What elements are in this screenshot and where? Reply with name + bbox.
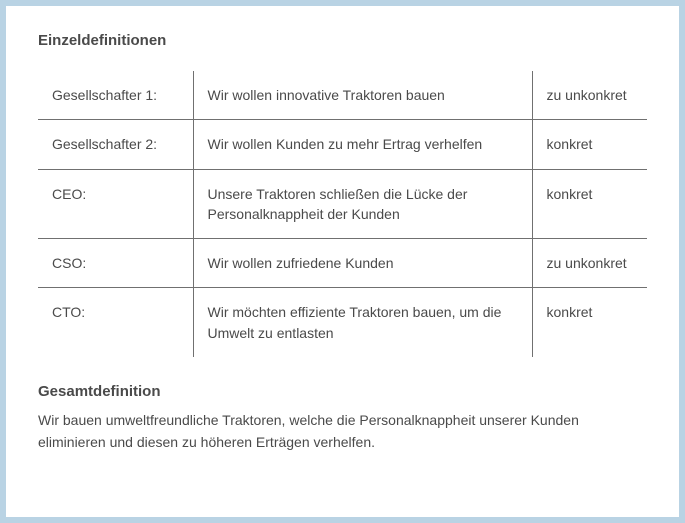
table-row: CTO: Wir möchten effiziente Traktoren ba… — [38, 288, 647, 357]
document-frame: Einzeldefinitionen Gesellschafter 1: Wir… — [0, 0, 685, 523]
section-heading-bottom: Gesamtdefinition — [38, 383, 647, 400]
evaluation-cell: zu unkonkret — [532, 239, 647, 288]
evaluation-cell: zu unkonkret — [532, 71, 647, 120]
summary-text: Wir bauen umweltfreundliche Traktoren, w… — [38, 410, 647, 453]
table-row: Gesellschafter 2: Wir wollen Kunden zu m… — [38, 120, 647, 169]
definition-cell: Wir wollen Kunden zu mehr Ertrag verhelf… — [193, 120, 532, 169]
definition-cell: Unsere Traktoren schließen die Lücke der… — [193, 169, 532, 239]
evaluation-cell: konkret — [532, 169, 647, 239]
table-row: Gesellschafter 1: Wir wollen innovative … — [38, 71, 647, 120]
table-row: CEO: Unsere Traktoren schließen die Lück… — [38, 169, 647, 239]
table-row: CSO: Wir wollen zufriedene Kunden zu unk… — [38, 239, 647, 288]
role-cell: CTO: — [38, 288, 193, 357]
role-cell: Gesellschafter 2: — [38, 120, 193, 169]
evaluation-cell: konkret — [532, 120, 647, 169]
evaluation-cell: konkret — [532, 288, 647, 357]
definition-cell: Wir möchten effiziente Traktoren bauen, … — [193, 288, 532, 357]
definitions-table: Gesellschafter 1: Wir wollen innovative … — [38, 71, 647, 357]
role-cell: Gesellschafter 1: — [38, 71, 193, 120]
definition-cell: Wir wollen innovative Traktoren bauen — [193, 71, 532, 120]
section-heading-top: Einzeldefinitionen — [38, 32, 647, 49]
role-cell: CSO: — [38, 239, 193, 288]
role-cell: CEO: — [38, 169, 193, 239]
definition-cell: Wir wollen zufriedene Kunden — [193, 239, 532, 288]
